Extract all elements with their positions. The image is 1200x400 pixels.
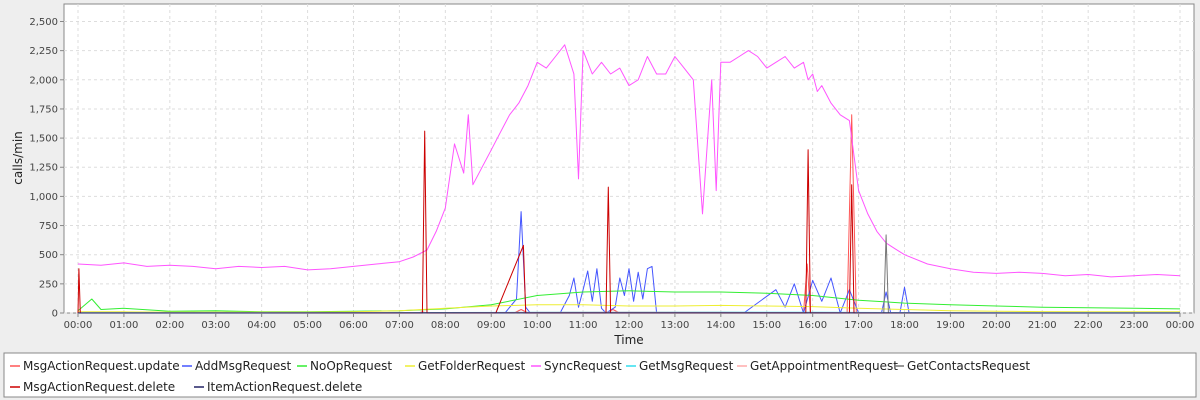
y-tick-label: 2,250 xyxy=(29,46,58,57)
y-tick-label: 1,000 xyxy=(29,192,58,203)
x-tick-label: 11:00 xyxy=(569,320,598,331)
legend-entry: GetFolderRequest xyxy=(418,359,526,373)
x-tick-label: 04:00 xyxy=(247,320,276,331)
y-tick-label: 500 xyxy=(39,250,58,261)
x-tick-label: 14:00 xyxy=(706,320,735,331)
x-axis-label: Time xyxy=(613,333,643,347)
x-tick-label: 01:00 xyxy=(110,320,139,331)
series-lines xyxy=(77,44,1181,314)
x-tick-label: 08:00 xyxy=(431,320,460,331)
legend-entry: SyncRequest xyxy=(544,359,622,373)
series-line xyxy=(77,44,1181,278)
y-tick-label: 1,750 xyxy=(29,104,58,115)
y-tick-label: 1,250 xyxy=(29,163,58,174)
y-tick-label: 2,000 xyxy=(29,75,58,86)
y-axis-label: calls/min xyxy=(11,131,25,185)
legend-entry: GetAppointmentRequest xyxy=(750,359,898,373)
y-tick-label: 2,500 xyxy=(29,17,58,28)
x-tick-label: 03:00 xyxy=(201,320,230,331)
x-tick-label: 10:00 xyxy=(523,320,552,331)
series-line xyxy=(77,290,1181,313)
x-tick-label: 17:00 xyxy=(844,320,873,331)
x-tick-label: 07:00 xyxy=(385,320,414,331)
x-tick-label: 00:00 xyxy=(64,320,93,331)
x-tick-label: 09:00 xyxy=(477,320,506,331)
x-tick-label: 21:00 xyxy=(1028,320,1057,331)
x-tick-label: 02:00 xyxy=(155,320,184,331)
series-line xyxy=(78,304,1180,313)
y-tick-label: 0 xyxy=(52,309,58,320)
x-tick-label: 00:00 xyxy=(1166,320,1195,331)
plot-area xyxy=(63,3,1195,314)
y-tick-label: 250 xyxy=(39,279,58,290)
axes: 0 250 500 750 1,000 1,250 1,500 1,750 2,000 2,250… xyxy=(29,17,1194,331)
x-tick-label: 13:00 xyxy=(661,320,690,331)
legend: MsgActionRequest.update AddMsgRequest NoOp… xyxy=(3,352,1197,398)
x-tick-label: 15:00 xyxy=(752,320,781,331)
legend-entry: GetContactsRequest xyxy=(907,359,1030,373)
x-tick-label: 12:00 xyxy=(615,320,644,331)
x-tick-label: 05:00 xyxy=(293,320,322,331)
legend-entry: GetMsgRequest xyxy=(639,359,734,373)
y-tick-label: 750 xyxy=(39,221,58,232)
legend-box xyxy=(3,352,1197,398)
x-tick-label: 19:00 xyxy=(936,320,965,331)
legend-entry: MsgActionRequest.update xyxy=(23,359,180,373)
x-tick-label: 23:00 xyxy=(1120,320,1149,331)
legend-entry: NoOpRequest xyxy=(310,359,392,373)
legend-entry: MsgActionRequest.delete xyxy=(23,380,175,394)
legend-entry: ItemActionRequest.delete xyxy=(207,380,362,394)
x-tick-label: 16:00 xyxy=(798,320,827,331)
y-tick-label: 1,500 xyxy=(29,134,58,145)
x-tick-label: 22:00 xyxy=(1074,320,1103,331)
x-tick-label: 20:00 xyxy=(982,320,1011,331)
grid xyxy=(64,4,1194,314)
x-tick-label: 18:00 xyxy=(890,320,919,331)
x-tick-label: 06:00 xyxy=(339,320,368,331)
legend-entry: AddMsgRequest xyxy=(195,359,291,373)
